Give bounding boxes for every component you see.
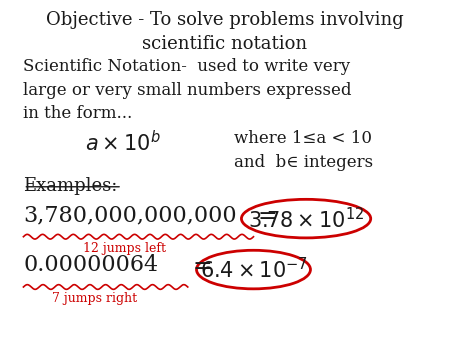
Text: $6.4\times10^{-7}$: $6.4\times10^{-7}$ [199, 257, 307, 282]
Text: $3.78\times10^{12}$: $3.78\times10^{12}$ [248, 207, 364, 232]
Text: Objective - To solve problems involving: Objective - To solve problems involving [46, 11, 404, 29]
Text: in the form...: in the form... [23, 105, 133, 122]
Text: where 1≤a < 10: where 1≤a < 10 [234, 130, 372, 147]
Text: Examples:: Examples: [23, 177, 118, 195]
Text: large or very small numbers expressed: large or very small numbers expressed [23, 82, 352, 99]
Text: 12 jumps left: 12 jumps left [83, 242, 166, 255]
Text: scientific notation: scientific notation [143, 35, 307, 53]
Text: $a \times 10^{b}$: $a \times 10^{b}$ [85, 130, 161, 156]
Text: =: = [258, 205, 278, 228]
Text: =: = [192, 256, 212, 279]
Text: 7 jumps right: 7 jumps right [52, 292, 137, 305]
Text: Scientific Notation-  used to write very: Scientific Notation- used to write very [23, 58, 351, 75]
Text: 3,780,000,000,000: 3,780,000,000,000 [23, 204, 237, 226]
Text: 0.00000064: 0.00000064 [23, 255, 158, 276]
Text: and  b∈ integers: and b∈ integers [234, 154, 373, 171]
